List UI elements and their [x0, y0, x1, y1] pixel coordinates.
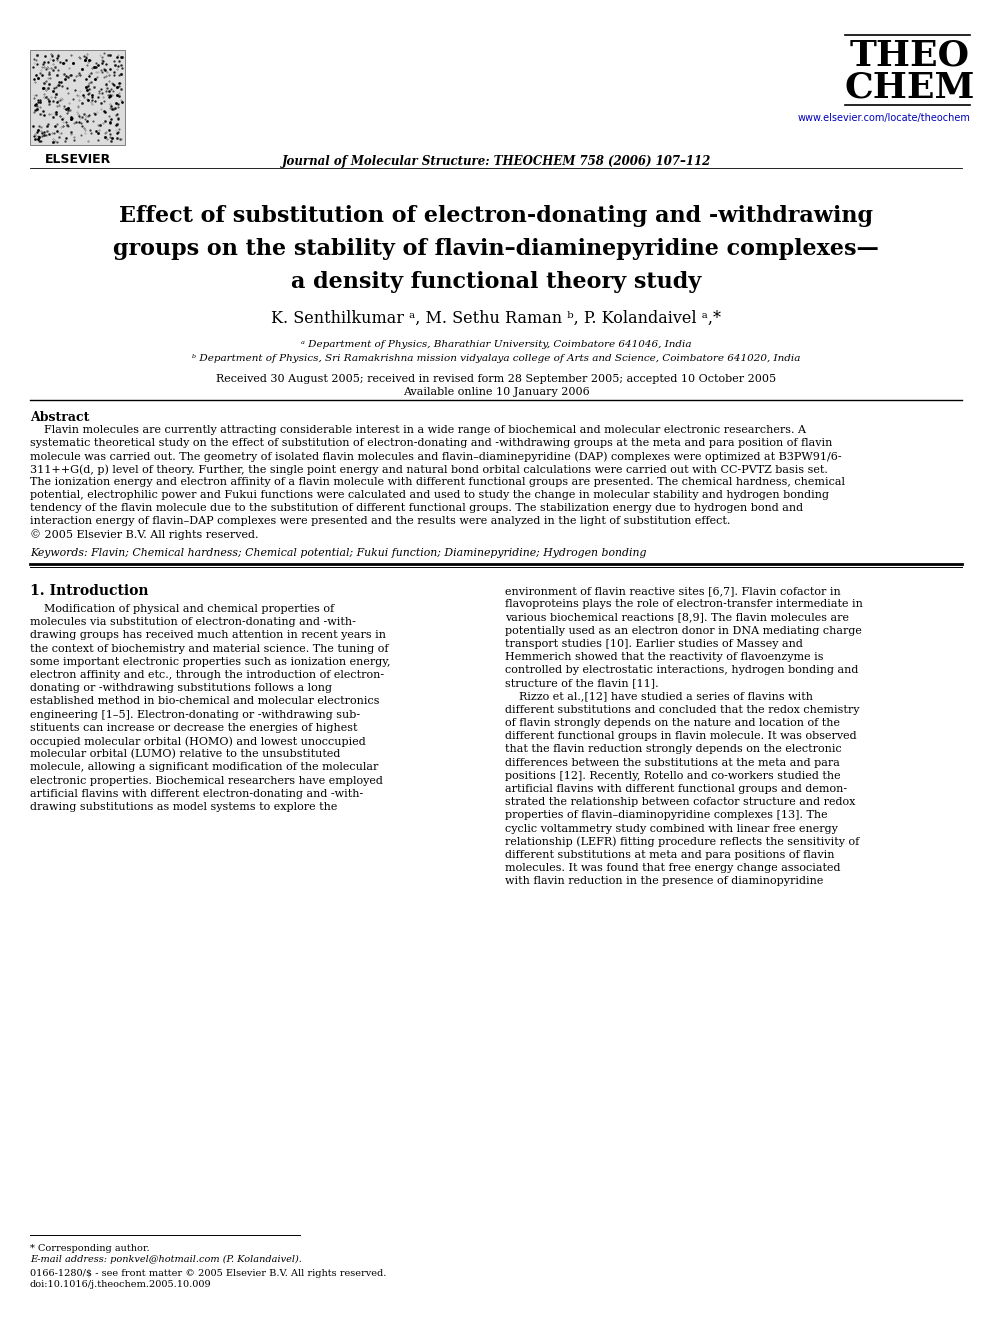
Text: structure of the flavin [11].: structure of the flavin [11]. [505, 679, 659, 688]
Text: relationship (LEFR) fitting procedure reflects the sensitivity of: relationship (LEFR) fitting procedure re… [505, 837, 859, 847]
Text: drawing substitutions as model systems to explore the: drawing substitutions as model systems t… [30, 802, 337, 812]
Text: Rizzo et al.,[12] have studied a series of flavins with: Rizzo et al.,[12] have studied a series … [505, 692, 813, 701]
Text: molecule was carried out. The geometry of isolated flavin molecules and flavin–d: molecule was carried out. The geometry o… [30, 451, 841, 462]
Text: The ionization energy and electron affinity of a flavin molecule with different : The ionization energy and electron affin… [30, 478, 845, 487]
Text: with flavin reduction in the presence of diaminopyridine: with flavin reduction in the presence of… [505, 876, 823, 886]
Text: * Corresponding author.: * Corresponding author. [30, 1244, 150, 1253]
Text: donating or -withdrawing substitutions follows a long: donating or -withdrawing substitutions f… [30, 683, 332, 693]
Text: some important electronic properties such as ionization energy,: some important electronic properties suc… [30, 656, 391, 667]
Text: Abstract: Abstract [30, 411, 89, 423]
Text: tendency of the flavin molecule due to the substitution of different functional : tendency of the flavin molecule due to t… [30, 503, 804, 513]
Text: of flavin strongly depends on the nature and location of the: of flavin strongly depends on the nature… [505, 718, 840, 728]
Text: Journal of Molecular Structure: THEOCHEM 758 (2006) 107–112: Journal of Molecular Structure: THEOCHEM… [282, 155, 710, 168]
Text: molecule, allowing a significant modification of the molecular: molecule, allowing a significant modific… [30, 762, 378, 773]
Text: systematic theoretical study on the effect of substitution of electron-donating : systematic theoretical study on the effe… [30, 438, 832, 448]
Text: occupied molecular orbital (HOMO) and lowest unoccupied: occupied molecular orbital (HOMO) and lo… [30, 736, 366, 746]
Text: molecular orbital (LUMO) relative to the unsubstituted: molecular orbital (LUMO) relative to the… [30, 749, 340, 759]
Text: different substitutions at meta and para positions of flavin: different substitutions at meta and para… [505, 849, 834, 860]
Text: 311++G(d, p) level of theory. Further, the single point energy and natural bond : 311++G(d, p) level of theory. Further, t… [30, 464, 828, 475]
Text: cyclic voltammetry study combined with linear free energy: cyclic voltammetry study combined with l… [505, 824, 838, 833]
Text: molecules. It was found that free energy change associated: molecules. It was found that free energy… [505, 863, 840, 873]
Text: molecules via substitution of electron-donating and -with-: molecules via substitution of electron-d… [30, 618, 356, 627]
Text: transport studies [10]. Earlier studies of Massey and: transport studies [10]. Earlier studies … [505, 639, 803, 648]
Text: strated the relationship between cofactor structure and redox: strated the relationship between cofacto… [505, 798, 855, 807]
Text: groups on the stability of flavin–diaminepyridine complexes—: groups on the stability of flavin–diamin… [113, 238, 879, 261]
Text: interaction energy of flavin–DAP complexes were presented and the results were a: interaction energy of flavin–DAP complex… [30, 516, 730, 527]
Text: environment of flavin reactive sites [6,7]. Flavin cofactor in: environment of flavin reactive sites [6,… [505, 586, 841, 595]
Text: drawing groups has received much attention in recent years in: drawing groups has received much attenti… [30, 630, 386, 640]
Text: Available online 10 January 2006: Available online 10 January 2006 [403, 388, 589, 397]
Text: 1. Introduction: 1. Introduction [30, 583, 149, 598]
Text: ᵇ Department of Physics, Sri Ramakrishna mission vidyalaya college of Arts and S: ᵇ Department of Physics, Sri Ramakrishna… [191, 355, 801, 363]
Text: Flavin molecules are currently attracting considerable interest in a wide range : Flavin molecules are currently attractin… [30, 425, 806, 435]
Text: Modification of physical and chemical properties of: Modification of physical and chemical pr… [30, 605, 334, 614]
Text: flavoproteins plays the role of electron-transfer intermediate in: flavoproteins plays the role of electron… [505, 599, 863, 609]
Text: artificial flavins with different functional groups and demon-: artificial flavins with different functi… [505, 785, 847, 794]
Text: Keywords: Flavin; Chemical hardness; Chemical potential; Fukui function; Diamine: Keywords: Flavin; Chemical hardness; Che… [30, 548, 647, 558]
Text: differences between the substitutions at the meta and para: differences between the substitutions at… [505, 758, 840, 767]
Text: stituents can increase or decrease the energies of highest: stituents can increase or decrease the e… [30, 722, 357, 733]
Text: electron affinity and etc., through the introduction of electron-: electron affinity and etc., through the … [30, 669, 384, 680]
Text: K. Senthilkumar ᵃ, M. Sethu Raman ᵇ, P. Kolandaivel ᵃ,*: K. Senthilkumar ᵃ, M. Sethu Raman ᵇ, P. … [271, 310, 721, 327]
Text: doi:10.1016/j.theochem.2005.10.009: doi:10.1016/j.theochem.2005.10.009 [30, 1279, 211, 1289]
Text: potentially used as an electron donor in DNA mediating charge: potentially used as an electron donor in… [505, 626, 862, 635]
Text: engineering [1–5]. Electron-donating or -withdrawing sub-: engineering [1–5]. Electron-donating or … [30, 709, 360, 720]
Text: Received 30 August 2005; received in revised form 28 September 2005; accepted 10: Received 30 August 2005; received in rev… [216, 374, 776, 384]
Text: the context of biochemistry and material science. The tuning of: the context of biochemistry and material… [30, 643, 389, 654]
Text: potential, electrophilic power and Fukui functions were calculated and used to s: potential, electrophilic power and Fukui… [30, 490, 829, 500]
Text: Hemmerich showed that the reactivity of flavoenzyme is: Hemmerich showed that the reactivity of … [505, 652, 823, 662]
Text: © 2005 Elsevier B.V. All rights reserved.: © 2005 Elsevier B.V. All rights reserved… [30, 529, 259, 540]
Text: Effect of substitution of electron-donating and -withdrawing: Effect of substitution of electron-donat… [119, 205, 873, 228]
Text: a density functional theory study: a density functional theory study [291, 271, 701, 292]
Text: artificial flavins with different electron-donating and -with-: artificial flavins with different electr… [30, 789, 363, 799]
Text: different substitutions and concluded that the redox chemistry: different substitutions and concluded th… [505, 705, 859, 714]
Text: different functional groups in flavin molecule. It was observed: different functional groups in flavin mo… [505, 732, 857, 741]
Text: controlled by electrostatic interactions, hydrogen bonding and: controlled by electrostatic interactions… [505, 665, 858, 675]
Text: electronic properties. Biochemical researchers have employed: electronic properties. Biochemical resea… [30, 775, 383, 786]
Text: THEO: THEO [850, 38, 970, 71]
Bar [30, 50, 125, 146]
Text: that the flavin reduction strongly depends on the electronic: that the flavin reduction strongly depen… [505, 745, 842, 754]
Text: positions [12]. Recently, Rotello and co-workers studied the: positions [12]. Recently, Rotello and co… [505, 771, 840, 781]
Text: www.elsevier.com/locate/theochem: www.elsevier.com/locate/theochem [798, 112, 970, 123]
Text: CHEM: CHEM [845, 71, 975, 105]
Text: properties of flavin–diaminopyridine complexes [13]. The: properties of flavin–diaminopyridine com… [505, 811, 827, 820]
Text: ELSEVIER: ELSEVIER [45, 153, 111, 165]
Text: various biochemical reactions [8,9]. The flavin molecules are: various biochemical reactions [8,9]. The… [505, 613, 849, 622]
Text: established method in bio-chemical and molecular electronics: established method in bio-chemical and m… [30, 696, 380, 706]
Text: E-mail address: ponkvel@hotmail.com (P. Kolandaivel).: E-mail address: ponkvel@hotmail.com (P. … [30, 1256, 302, 1263]
Text: 0166-1280/$ - see front matter © 2005 Elsevier B.V. All rights reserved.: 0166-1280/$ - see front matter © 2005 El… [30, 1269, 386, 1278]
Text: ᵃ Department of Physics, Bharathiar University, Coimbatore 641046, India: ᵃ Department of Physics, Bharathiar Univ… [301, 340, 691, 349]
